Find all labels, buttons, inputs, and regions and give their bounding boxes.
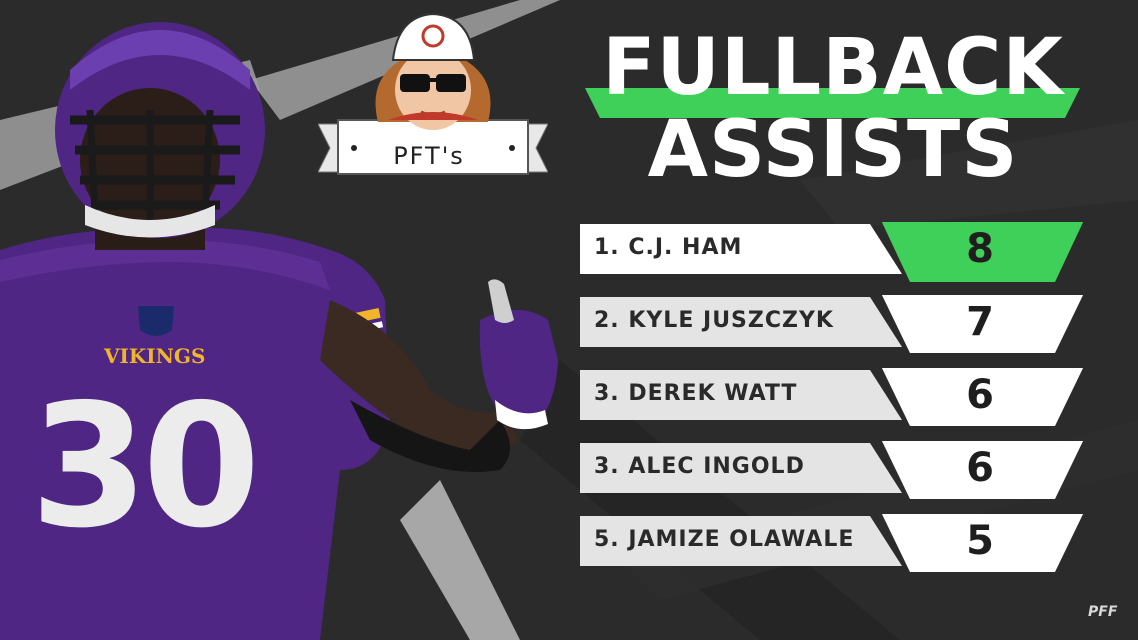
- rank-name-box: [580, 443, 902, 493]
- rank-label: 2. KYLE JUSZCZYK: [594, 308, 834, 333]
- rank-label: 1. C.J. HAM: [594, 235, 743, 260]
- pfts-badge: [318, 12, 548, 175]
- rank-value-box: [881, 368, 1084, 426]
- player-illustration: [0, 22, 558, 640]
- rank-value-box: [881, 295, 1084, 353]
- jersey-team-text: VIKINGS: [104, 344, 206, 368]
- rank-value: 5: [966, 518, 994, 564]
- rank-row: 1. C.J. HAM 8: [580, 222, 1090, 282]
- title-line-1: FULLBACK: [602, 23, 1064, 113]
- rank-value: 7: [966, 299, 994, 345]
- rank-row-shape: [580, 441, 1084, 499]
- rank-value-box: [881, 514, 1084, 572]
- rank-row-shape: [580, 368, 1084, 426]
- title-line-2: ASSISTS: [647, 105, 1019, 195]
- rank-name-box: [580, 516, 902, 566]
- rank-name-box: [580, 297, 902, 347]
- rank-name-box: [580, 224, 902, 274]
- rank-label: 3. DEREK WATT: [594, 381, 798, 406]
- rank-row: 3. DEREK WATT 6: [580, 368, 1090, 426]
- rank-value-box: [881, 441, 1084, 499]
- title-highlight-band: [585, 88, 1080, 118]
- rank-value-box: [881, 222, 1084, 282]
- rank-value: 6: [966, 445, 994, 491]
- rank-label: 5. JAMIZE OLAWALE: [594, 527, 855, 552]
- rank-name-box: [580, 370, 902, 420]
- jersey-number: 30: [30, 368, 261, 566]
- rank-label: 3. ALEC INGOLD: [594, 454, 805, 479]
- rank-row: 2. KYLE JUSZCZYK 7: [580, 295, 1090, 353]
- rank-row-shape: [580, 514, 1084, 572]
- badge-label: PFT's: [393, 142, 465, 170]
- rank-row: 3. ALEC INGOLD 6: [580, 441, 1090, 499]
- rank-row-shape: [580, 295, 1084, 353]
- rank-value: 8: [966, 226, 994, 272]
- rank-value: 6: [966, 372, 994, 418]
- rank-row: 5. JAMIZE OLAWALE 5: [580, 514, 1090, 572]
- rank-row-shape: [580, 222, 1084, 282]
- barstool-logo-icon: [421, 24, 445, 48]
- pff-watermark: PFF: [1088, 604, 1118, 620]
